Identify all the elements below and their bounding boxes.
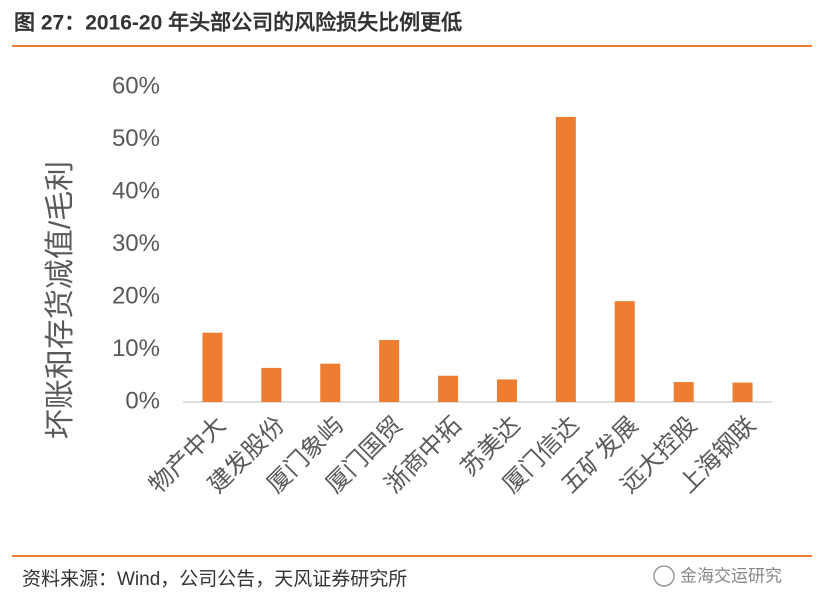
y-tick-label: 50% bbox=[112, 125, 160, 152]
y-tick-label: 20% bbox=[112, 282, 160, 309]
y-tick-label: 30% bbox=[112, 230, 160, 257]
bar bbox=[555, 116, 576, 403]
watermark-icon bbox=[653, 565, 675, 587]
bar bbox=[202, 332, 223, 402]
bar bbox=[379, 340, 400, 402]
source-note: 资料来源：Wind，公司公告，天风证券研究所 bbox=[22, 568, 407, 590]
bar bbox=[261, 367, 282, 402]
bar bbox=[614, 301, 635, 402]
watermark: 金海交运研究 bbox=[680, 566, 782, 585]
y-tick-label: 40% bbox=[112, 177, 160, 204]
y-tick-label: 60% bbox=[112, 72, 160, 99]
y-tick-label: 10% bbox=[112, 335, 160, 362]
chart-title: 图 27：2016-20 年头部公司的风险损失比例更低 bbox=[14, 11, 462, 35]
y-tick-label: 0% bbox=[125, 387, 160, 414]
bar bbox=[438, 375, 459, 402]
bar bbox=[732, 382, 753, 402]
y-axis-label: 坏账和存货减值/毛利 bbox=[44, 161, 77, 439]
bar bbox=[673, 382, 694, 402]
bar bbox=[496, 379, 517, 402]
bar bbox=[320, 363, 341, 402]
